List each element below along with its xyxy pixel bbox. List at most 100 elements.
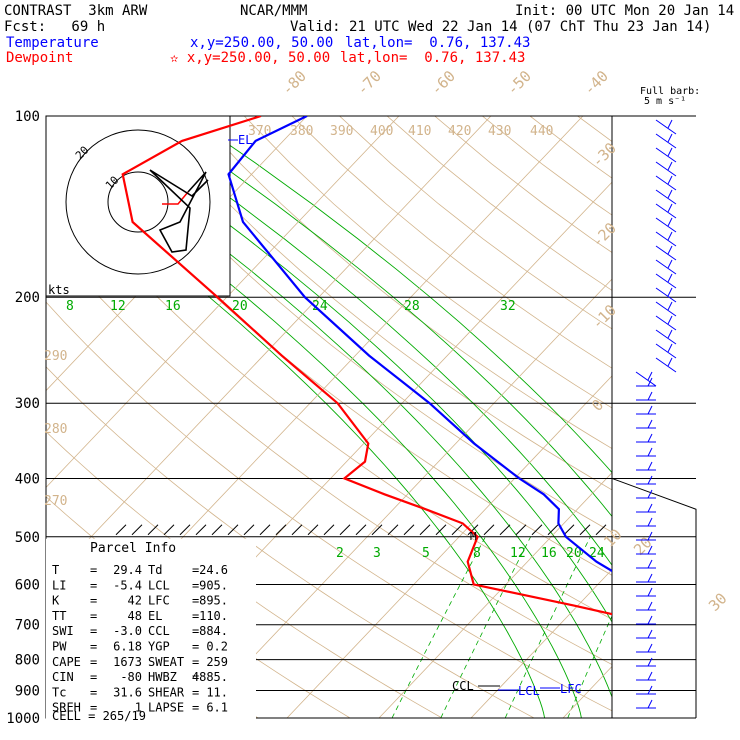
barb-feather [667, 315, 673, 325]
barb-feather [647, 489, 653, 499]
dewpoint-xy: ✫ x,y=250.00, 50.00 [170, 50, 331, 66]
parcel-value: 1 [135, 701, 142, 715]
barb-staff [635, 371, 657, 387]
hodograph-trace [149, 169, 209, 253]
dry-adiabat-line [529, 116, 612, 179]
hatch-mark [163, 524, 175, 536]
barb-feather [667, 147, 673, 157]
mixing-ratio-line [726, 537, 740, 718]
barb-staff [655, 357, 677, 373]
parcel-value: 11. [206, 685, 228, 699]
hodograph-units: kts [48, 283, 70, 297]
hodograph-ring-inner [107, 171, 169, 233]
wind-barb [636, 671, 656, 681]
wind-barb [636, 391, 656, 401]
barb-staff [655, 343, 677, 359]
barb-feather [667, 273, 673, 283]
hatch-mark [179, 524, 191, 536]
barb-feather [647, 629, 653, 639]
isotherm-label: -60 [427, 67, 459, 99]
temperature-legend: Temperature [6, 35, 99, 51]
wind-barb [655, 175, 677, 191]
barb-feather [667, 259, 673, 269]
isotherm-line [655, 116, 740, 718]
dry-adiabat-line [196, 116, 612, 450]
isotherm-label: -20 [588, 219, 620, 251]
valid-time: Valid: 21 UTC Wed 22 Jan 14 (07 ChT Thu … [290, 19, 712, 35]
barb-feather [667, 357, 673, 367]
barb-feather [647, 643, 653, 653]
parcel-value: -3.0 [113, 624, 142, 638]
hodograph-low-level [162, 191, 189, 205]
lfc-marker: LFC [560, 682, 582, 696]
barb-staff [655, 245, 677, 261]
barb-feather [647, 377, 653, 387]
parcel-value: 4885. [192, 670, 228, 684]
wind-barb [636, 629, 656, 639]
isotherm-label: -80 [278, 67, 310, 99]
parcel-key: K [52, 594, 60, 608]
barb-feather [647, 601, 653, 611]
parcel-eq: = [90, 609, 97, 623]
dry-adiabat-line [148, 116, 612, 491]
parcel-eq: = [90, 578, 97, 592]
model-title: CONTRAST 3km ARW [4, 3, 148, 19]
theta-label: 390 [330, 124, 353, 139]
hatch-mark [499, 524, 511, 536]
moist-adiabat-line [187, 116, 612, 474]
theta-label: 290 [44, 349, 67, 364]
barb-feather [667, 231, 673, 241]
wind-barb [655, 329, 677, 345]
pressure-label: 600 [15, 577, 40, 593]
dry-adiabat-line [673, 116, 740, 718]
moist-adiabat-line [46, 144, 582, 718]
parcel-key: SHEAR [148, 685, 185, 699]
wind-barb [636, 587, 656, 597]
wind-barb [636, 657, 656, 667]
parcel-key: SWI [52, 624, 74, 638]
theta-e-label: 28 [404, 299, 420, 314]
isotherm-line [46, 116, 492, 585]
wind-barb [636, 461, 656, 471]
wind-barb [636, 377, 656, 387]
barb-staff [655, 217, 677, 233]
wind-barb [636, 503, 656, 513]
moist-adiabat-line [46, 170, 546, 718]
barb-feather [647, 503, 653, 513]
wind-barb [655, 161, 677, 177]
mixing-ratio-line [391, 536, 486, 718]
parcel-eq: = [192, 563, 199, 577]
parcel-eq: = [90, 594, 97, 608]
hatch-mark [579, 524, 591, 536]
hatch-mark [131, 524, 143, 536]
parcel-key: LI [52, 578, 66, 592]
barb-staff [655, 203, 677, 219]
dry-adiabat-line [386, 116, 612, 291]
temperature-xy: x,y=250.00, 50.00 [190, 35, 334, 51]
dewpoint-legend: Dewpoint [6, 50, 74, 66]
mixing-ratio-label: 2 [336, 546, 344, 561]
barb-feather [647, 671, 653, 681]
theta-e-label: 20 [232, 299, 248, 314]
hatch-mark [531, 524, 543, 536]
barb-staff [655, 259, 677, 275]
parcel-key: SWEAT [148, 655, 184, 669]
wind-barb [636, 475, 656, 485]
barb-feather [667, 175, 673, 185]
theta-label: 420 [448, 124, 471, 139]
hatch-mark [307, 524, 319, 536]
wind-barb [655, 343, 677, 359]
barb-feather [647, 587, 653, 597]
isotherm-line [194, 278, 612, 718]
barb-feather [667, 287, 673, 297]
parcel-key: Tc [52, 685, 66, 699]
mixing-ratio-label: 8 [473, 546, 481, 561]
parcel-value: -5.4 [113, 578, 142, 592]
barb-feather [647, 559, 653, 569]
parcel-eq: = [90, 640, 97, 654]
wind-barb [655, 147, 677, 163]
theta-label: 410 [408, 124, 431, 139]
hatch-mark [483, 524, 495, 536]
wind-barb [636, 531, 656, 541]
